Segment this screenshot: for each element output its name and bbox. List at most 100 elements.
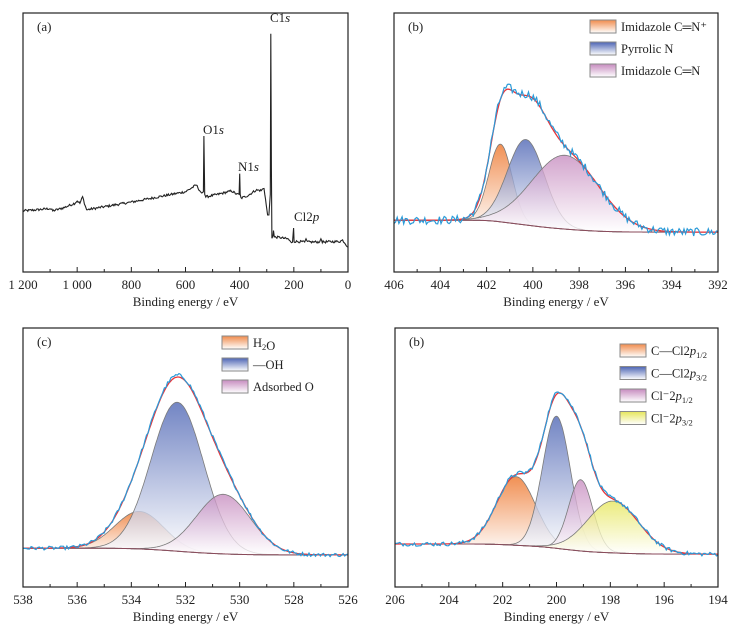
fitted-envelope-line	[395, 392, 718, 555]
legend-label-part: p	[675, 389, 682, 403]
experimental-data-line	[393, 83, 719, 237]
panel-label: (b)	[408, 19, 423, 34]
legend-item: Cl⁻2p3/2	[619, 411, 693, 428]
x-tick-label: 198	[601, 592, 621, 607]
legend-swatch	[221, 379, 249, 394]
legend-label-part: Adsorbed O	[253, 380, 314, 394]
peak-label-part: C1	[270, 10, 285, 25]
panel-label: (b)	[409, 334, 424, 349]
x-tick-label: 1 200	[8, 277, 37, 292]
x-tick-label: 402	[477, 277, 497, 292]
legend-item: Adsorbed O	[221, 379, 314, 394]
legend-item: Imidazole C═N	[589, 63, 700, 78]
x-tick-label: 398	[569, 277, 589, 292]
legend-swatch	[589, 41, 617, 56]
legend-item: —OH	[221, 357, 284, 372]
legend-label-part: Pyrrolic N	[621, 42, 673, 56]
legend-item: Pyrrolic N	[589, 41, 673, 56]
legend-label-part: Cl⁻2	[651, 412, 676, 426]
legend-item: C—Cl2p3/2	[619, 366, 707, 383]
legend-item: Cl⁻2p1/2	[619, 388, 693, 405]
x-tick-label: 600	[176, 277, 196, 292]
plot-frame	[394, 327, 719, 588]
x-tick-label: 404	[431, 277, 451, 292]
legend-label-part: 1/2	[682, 395, 693, 405]
x-tick-label: 202	[493, 592, 513, 607]
legend-label: Adsorbed O	[253, 380, 314, 394]
fitted-envelope-line	[394, 88, 718, 233]
x-tick-label: 0	[345, 277, 352, 292]
legend-label-part: p	[689, 344, 696, 358]
chart-panel-2: 406 404 402 400 398 396 394 392 Binding energy /…	[384, 12, 728, 309]
peak-label-part: Cl2	[294, 209, 313, 224]
peak-label-part: N1	[238, 159, 254, 174]
peak-label: C1s	[270, 10, 290, 25]
panel-label: (c)	[37, 334, 51, 349]
x-tick-label: 534	[122, 592, 142, 607]
legend-swatch	[619, 366, 647, 380]
x-axis-title: Binding energy / eV	[133, 294, 239, 309]
x-tick-label: 538	[13, 592, 33, 607]
legend-label-part: 3/2	[682, 418, 693, 428]
x-tick-label: 392	[708, 277, 728, 292]
legend-label: H2O	[253, 336, 275, 353]
survey-spectrum-line	[22, 33, 349, 248]
legend-swatch	[619, 388, 647, 403]
x-tick-label: 1 000	[63, 277, 92, 292]
legend-label-part: C—Cl2	[651, 344, 690, 358]
legend-label: Cl⁻2p3/2	[651, 412, 693, 428]
legend-label-part: 1/2	[696, 350, 707, 360]
legend-label-part: 2	[262, 342, 266, 352]
legend-label-part: 3/2	[696, 373, 707, 383]
x-axis-title: Binding energy / eV	[503, 294, 609, 309]
x-tick-label: 196	[654, 592, 674, 607]
fit-component-peak	[395, 415, 718, 555]
x-tick-label: 526	[338, 592, 358, 607]
x-tick-label: 206	[385, 592, 405, 607]
panel-label: (a)	[37, 19, 51, 34]
x-tick-label: 536	[67, 592, 87, 607]
experimental-data-line	[394, 391, 719, 557]
experimental-data-line	[23, 372, 349, 558]
legend-swatch	[589, 19, 617, 34]
x-tick-label: 532	[176, 592, 196, 607]
legend-swatch	[221, 357, 249, 372]
x-tick-label: 396	[616, 277, 636, 292]
legend-swatch	[619, 411, 647, 425]
peak-label-part: s	[254, 159, 259, 174]
legend-label-part: H	[253, 336, 262, 350]
peak-label-part: O1	[203, 122, 219, 137]
chart-panel-1: 1 200 1 000 800 600 400 200 0 Binding energy / …	[8, 10, 351, 309]
chart-panel-4: 206 204 202 200 198 196 194 Binding energy / eV…	[385, 327, 728, 624]
legend-label: C—Cl2p3/2	[651, 367, 707, 383]
x-tick-label: 406	[384, 277, 404, 292]
legend-swatch	[619, 343, 647, 358]
legend-label-part: —OH	[252, 358, 284, 372]
plot-frame	[393, 12, 719, 273]
x-tick-label: 194	[708, 592, 728, 607]
x-tick-label: 528	[284, 592, 304, 607]
legend-swatch	[221, 335, 249, 350]
x-axis-title: Binding energy / eV	[504, 609, 610, 624]
peak-label-part: s	[219, 122, 224, 137]
legend-label-part: C—Cl2	[651, 367, 690, 381]
x-tick-label: 800	[122, 277, 142, 292]
legend-label-part: Imidazole C═N⁺	[621, 20, 707, 34]
peak-label: O1s	[203, 122, 224, 137]
legend-label: Imidazole C═N	[621, 64, 700, 78]
legend-label: C—Cl2p1/2	[651, 344, 707, 360]
x-tick-label: 400	[230, 277, 250, 292]
x-tick-label: 530	[230, 592, 250, 607]
x-tick-label: 394	[662, 277, 682, 292]
legend-label-part: Cl⁻2	[651, 389, 676, 403]
legend-item: C—Cl2p1/2	[619, 343, 707, 360]
peak-label: N1s	[238, 159, 259, 174]
legend-label-part: p	[689, 367, 696, 381]
legend-label: Imidazole C═N⁺	[621, 20, 707, 34]
peak-label-part: s	[285, 10, 290, 25]
legend-label-part: Imidazole C═N	[621, 64, 700, 78]
peak-label-part: p	[312, 209, 320, 224]
chart-panel-3: 538 536 534 532 530 528 526 Binding energy / eV…	[13, 327, 358, 624]
legend-label: Pyrrolic N	[621, 42, 673, 56]
